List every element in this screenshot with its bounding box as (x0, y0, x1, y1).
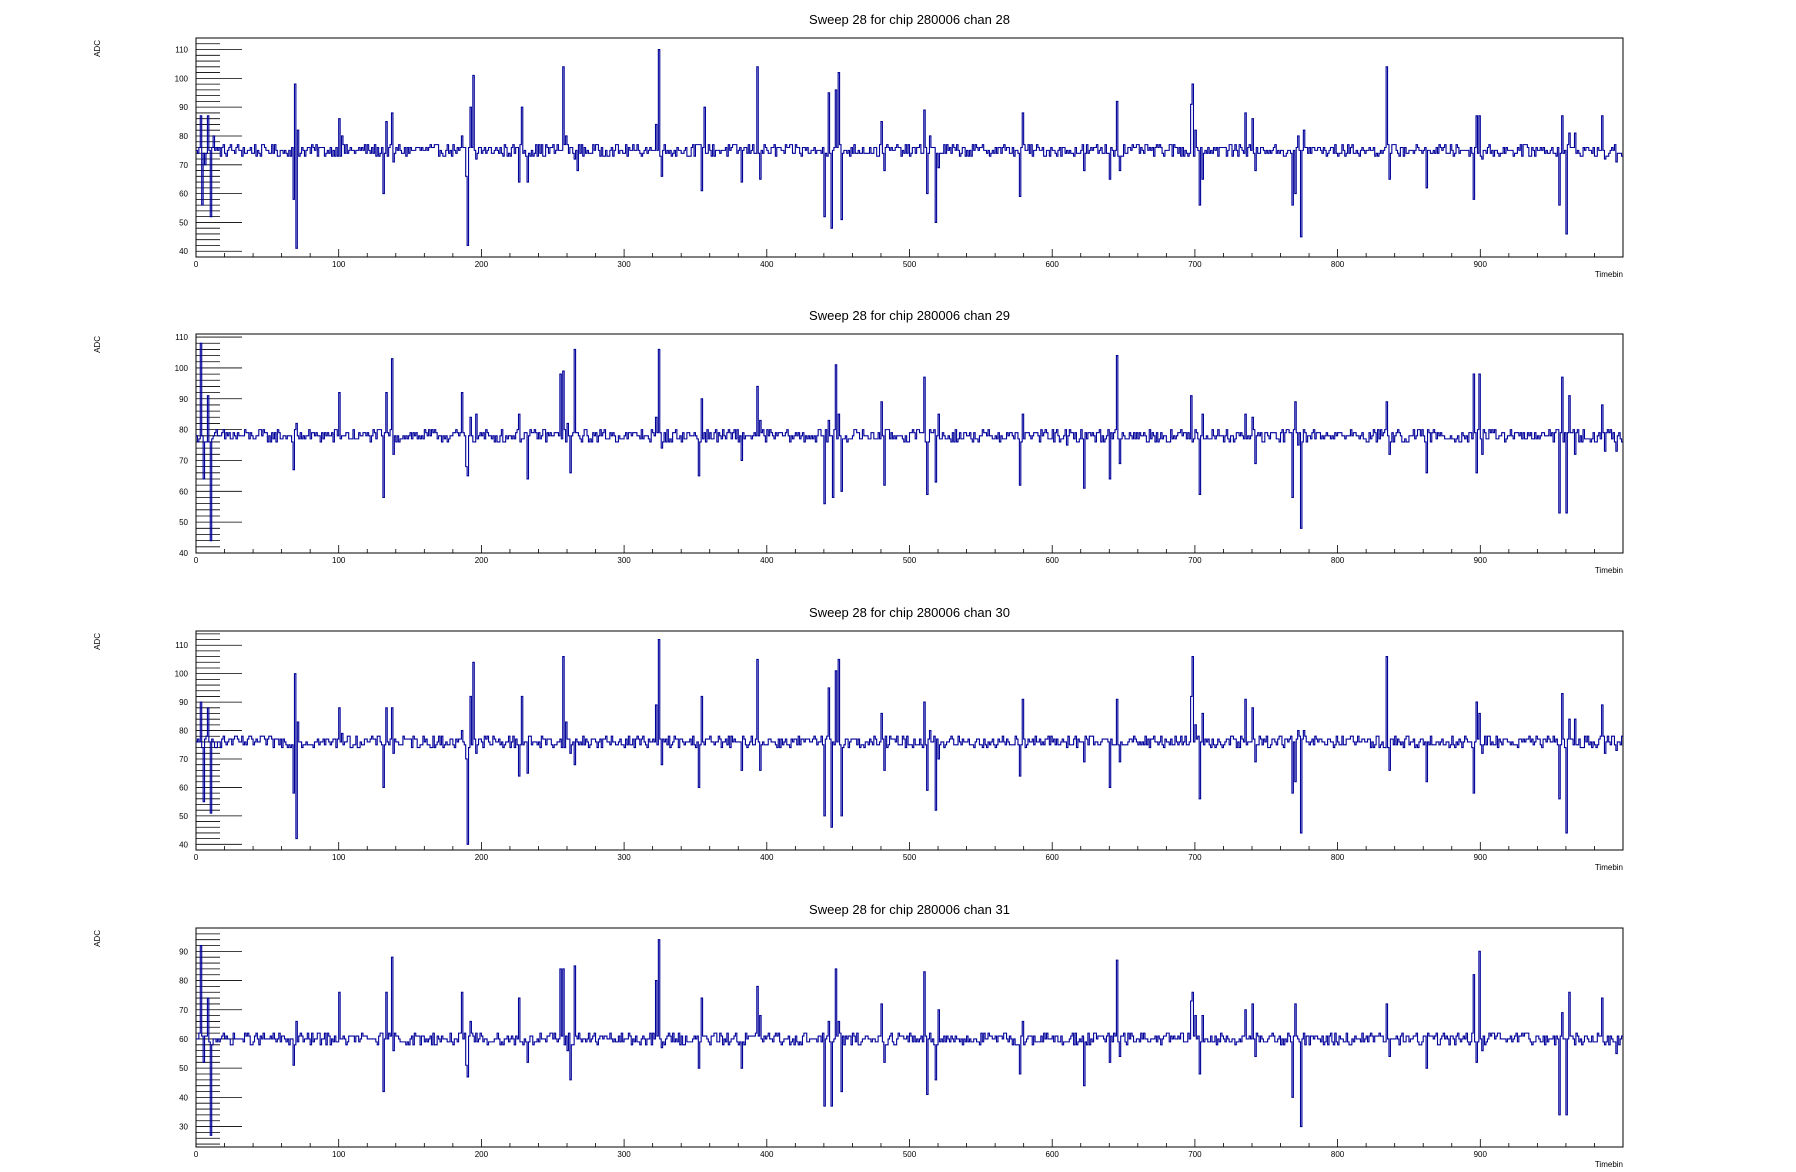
y-tick-label: 110 (175, 641, 188, 650)
x-tick-label: 700 (1188, 853, 1202, 862)
x-tick-label: 600 (1046, 260, 1060, 269)
y-tick-label: 80 (179, 977, 188, 986)
x-tick-label: 800 (1331, 1150, 1345, 1159)
y-tick-label: 50 (179, 812, 188, 821)
x-tick-label: 100 (332, 1150, 346, 1159)
y-tick-label: 80 (179, 426, 188, 435)
x-axis-label: Timebin (1595, 270, 1623, 279)
y-tick-label: 90 (179, 395, 188, 404)
y-tick-label: 60 (179, 1035, 188, 1044)
y-tick-label: 60 (179, 783, 188, 792)
x-tick-label: 800 (1331, 853, 1345, 862)
adc-series-line (196, 638, 1623, 845)
y-tick-label: 50 (179, 1064, 188, 1073)
y-tick-label: 40 (179, 549, 188, 558)
x-tick-label: 200 (475, 1150, 489, 1159)
x-tick-label: 900 (1474, 853, 1488, 862)
x-tick-label: 300 (617, 853, 631, 862)
chart-panel-1: Sweep 28 for chip 280006 chan 29 ADC Timeb… (93, 308, 1624, 575)
plot-frame (195, 333, 1624, 554)
y-tick-label: 60 (179, 487, 188, 496)
y-tick-label: 70 (179, 456, 188, 465)
chart-title: Sweep 28 for chip 280006 chan 30 (809, 605, 1010, 620)
y-tick-label: 100 (175, 364, 189, 373)
y-tick-label: 50 (179, 518, 188, 527)
y-tick-label: 100 (175, 74, 189, 83)
y-tick-label: 30 (179, 1123, 188, 1132)
y-tick-label: 50 (179, 218, 188, 227)
x-tick-label: 400 (760, 1150, 774, 1159)
x-tick-label: 100 (332, 853, 346, 862)
x-tick-label: 900 (1474, 1150, 1488, 1159)
x-tick-label: 100 (332, 260, 346, 269)
y-tick-label: 40 (179, 840, 188, 849)
x-tick-label: 800 (1331, 556, 1345, 565)
x-axis-label: Timebin (1595, 863, 1623, 872)
y-tick-label: 80 (179, 727, 188, 736)
x-tick-label: 800 (1331, 260, 1345, 269)
y-tick-label: 90 (179, 698, 188, 707)
x-tick-label: 900 (1474, 260, 1488, 269)
x-tick-label: 600 (1046, 1150, 1060, 1159)
y-tick-label: 100 (175, 670, 189, 679)
y-axis-label: ADC (93, 336, 102, 353)
chart-title: Sweep 28 for chip 280006 chan 29 (809, 308, 1010, 323)
y-tick-label: 40 (179, 1093, 188, 1102)
x-tick-label: 0 (194, 853, 199, 862)
y-tick-label: 60 (179, 190, 188, 199)
y-tick-label: 70 (179, 1006, 188, 1015)
x-axis-label: Timebin (1595, 566, 1623, 575)
y-tick-label: 90 (179, 947, 188, 956)
chart-title: Sweep 28 for chip 280006 chan 31 (809, 902, 1010, 917)
x-tick-label: 900 (1474, 556, 1488, 565)
x-tick-label: 600 (1046, 853, 1060, 862)
x-tick-label: 0 (194, 556, 199, 565)
y-tick-label: 110 (175, 333, 188, 342)
x-tick-label: 300 (617, 260, 631, 269)
y-axis-label: ADC (93, 40, 102, 57)
x-tick-label: 0 (194, 260, 199, 269)
x-tick-label: 700 (1188, 556, 1202, 565)
chart-panel-0: Sweep 28 for chip 280006 chan 28 ADC Timeb… (93, 12, 1624, 279)
chart-title: Sweep 28 for chip 280006 chan 28 (809, 12, 1010, 27)
x-tick-label: 200 (475, 260, 489, 269)
y-tick-label: 40 (179, 247, 188, 256)
x-tick-label: 500 (903, 260, 917, 269)
x-tick-label: 700 (1188, 1150, 1202, 1159)
y-tick-label: 70 (179, 755, 188, 764)
chart-panel-3: Sweep 28 for chip 280006 chan 31 ADC Timeb… (93, 902, 1624, 1169)
x-tick-label: 500 (903, 1150, 917, 1159)
y-tick-label: 80 (179, 132, 188, 141)
y-tick-label: 70 (179, 161, 188, 170)
adc-series-line (196, 939, 1623, 1136)
adc-series-line (196, 342, 1623, 542)
x-tick-label: 500 (903, 853, 917, 862)
x-tick-label: 400 (760, 260, 774, 269)
x-tick-label: 300 (617, 556, 631, 565)
chart-panel-2: Sweep 28 for chip 280006 chan 30 ADC Timeb… (93, 605, 1624, 872)
x-tick-label: 700 (1188, 260, 1202, 269)
x-tick-label: 100 (332, 556, 346, 565)
x-tick-label: 500 (903, 556, 917, 565)
x-tick-label: 0 (194, 1150, 199, 1159)
x-tick-label: 600 (1046, 556, 1060, 565)
y-axis-label: ADC (93, 930, 102, 947)
x-tick-label: 200 (475, 853, 489, 862)
adc-series-line (196, 48, 1623, 249)
x-tick-label: 300 (617, 1150, 631, 1159)
x-tick-label: 400 (760, 556, 774, 565)
x-tick-label: 400 (760, 853, 774, 862)
y-tick-label: 90 (179, 103, 188, 112)
x-axis-label: Timebin (1595, 1160, 1623, 1169)
y-tick-label: 110 (175, 46, 188, 55)
x-tick-label: 200 (475, 556, 489, 565)
y-axis-label: ADC (93, 633, 102, 650)
